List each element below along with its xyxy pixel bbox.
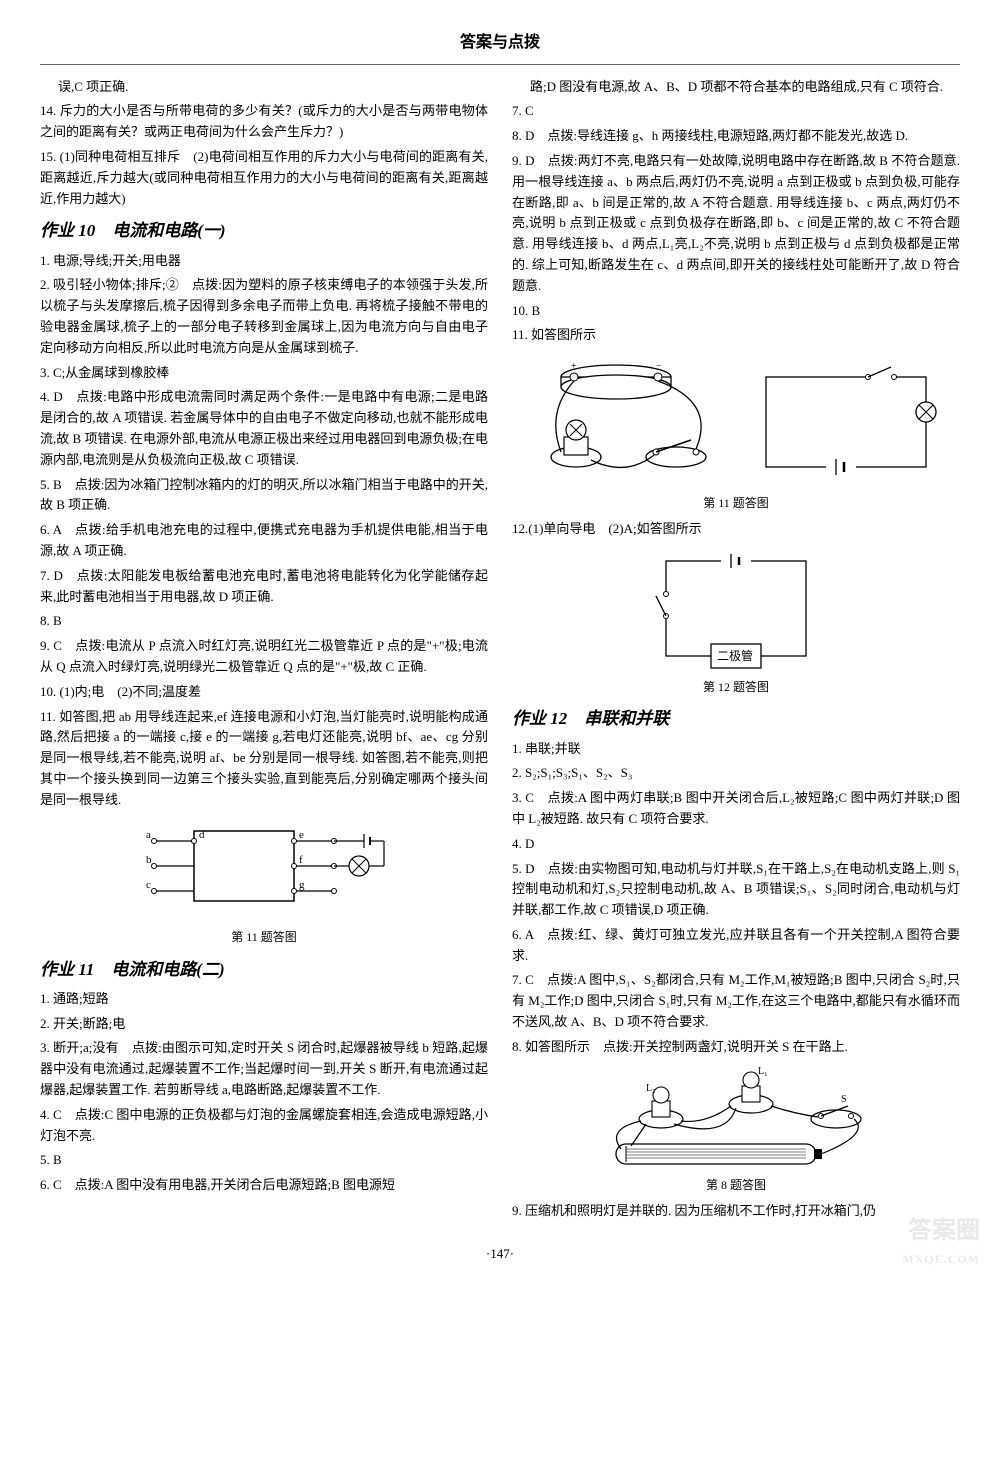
section-title-10: 作业 10 电流和电路(一) — [40, 217, 488, 244]
answer-item: 7. C — [512, 101, 960, 122]
answer-item: 1. 通路;短路 — [40, 989, 488, 1010]
answer-item: 8. D 点拨:导线连接 g、h 两接线柱,电源短路,两灯都不能发光,故选 D. — [512, 126, 960, 147]
watermark-line2: MXQE.COM — [902, 1250, 980, 1269]
label-a: a — [146, 829, 151, 841]
label-f: f — [299, 854, 303, 866]
answer-item: 6. A 点拨:给手机电池充电的过程中,便携式充电器为手机提供电能,相当于电源,… — [40, 520, 488, 562]
watermark-line1: 答案圈 — [902, 1212, 980, 1250]
svg-text:+: + — [571, 361, 577, 372]
answer-item: 11. 如答图,把 ab 用导线连起来,ef 连接电源和小灯泡,当灯能亮时,说明… — [40, 707, 488, 811]
answer-item: 4. D — [512, 834, 960, 855]
answer-item: 7. D 点拨:太阳能发电板给蓄电池充电时,蓄电池将电能转化为化学能储存起来,此… — [40, 566, 488, 608]
answer-item: 2. 开关;断路;电 — [40, 1014, 488, 1035]
answer-item: 3. C;从金属球到橡胶棒 — [40, 363, 488, 384]
svg-text:S: S — [841, 1094, 847, 1105]
label-e: e — [299, 829, 304, 841]
answer-item: 1. 电源;导线;开关;用电器 — [40, 251, 488, 272]
answer-item: 5. D 点拨:由实物图可知,电动机与灯并联,S₁在干路上,S₂在电动机支路上,… — [512, 859, 960, 921]
svg-text:L₁: L₁ — [758, 1066, 768, 1077]
answer-item: 10. (1)内;电 (2)不同;温度差 — [40, 682, 488, 703]
text-line: 误,C 项正确. — [40, 77, 488, 98]
answer-item: 1. 串联;并联 — [512, 739, 960, 760]
answer-item: 11. 如答图所示 — [512, 325, 960, 346]
section-title-12: 作业 12 串联和并联 — [512, 705, 960, 732]
answer-item: 5. B 点拨:因为冰箱门控制冰箱内的灯的明灭,所以冰箱门相当于电路中的开关,故… — [40, 475, 488, 517]
answer-item: 3. C 点拨:A 图中两灯串联;B 图中开关闭合后,L₂被短路;C 图中两灯并… — [512, 788, 960, 830]
text-line: 路;D 图没有电源,故 A、B、D 项都不符合基本的电路组成,只有 C 项符合. — [512, 77, 960, 98]
label-g: g — [299, 879, 305, 891]
answer-item: 9. 压缩机和照明灯是并联的. 因为压缩机不工作时,打开冰箱门,仍 — [512, 1201, 960, 1222]
svg-text:−: − — [656, 361, 662, 372]
watermark: 答案圈 MXQE.COM — [902, 1212, 980, 1270]
figure-8: L₁ L₂ S 第 8 题答图 — [512, 1064, 960, 1195]
text-line: 15. (1)同种电荷相互排斥 (2)电荷间相互作用的斥力大小与电荷间的距离有关… — [40, 147, 488, 209]
answer-item: 9. D 点拨:两灯不亮,电路只有一处故障,说明电路中存在断路,故 B 不符合题… — [512, 151, 960, 297]
answer-item: 8. B — [40, 611, 488, 632]
content-columns: 误,C 项正确. 14. 斥力的大小是否与所带电荷的多少有关？(或斥力的大小是否… — [40, 77, 960, 1226]
answer-item: 6. C 点拨:A 图中没有用电器,开关闭合后电源短路;B 图电源短 — [40, 1175, 488, 1196]
figure-12: 二极管 第 12 题答图 — [512, 546, 960, 697]
answer-item: 4. D 点拨:电路中形成电流需同时满足两个条件:一是电路中有电源;二是电路是闭… — [40, 387, 488, 470]
figure-11-left: a d b c e f g — [40, 816, 488, 947]
answer-item: 9. C 点拨:电流从 P 点流入时红灯亮,说明红光二极管靠近 P 点的是"+"… — [40, 636, 488, 678]
section-title-11: 作业 11 电流和电路(二) — [40, 956, 488, 983]
answer-item: 8. 如答图所示 点拨:开关控制两盏灯,说明开关 S 在干路上. — [512, 1037, 960, 1058]
answer-item: 12.(1)单向导电 (2)A;如答图所示 — [512, 519, 960, 540]
answer-item: 7. C 点拨:A 图中,S₁、S₂都闭合,只有 M₂工作,M₁被短路;B 图中… — [512, 970, 960, 1032]
answer-item: 5. B — [40, 1150, 488, 1171]
right-column: 路;D 图没有电源,故 A、B、D 项都不符合基本的电路组成,只有 C 项符合.… — [512, 77, 960, 1226]
answer-item: 4. C 点拨:C 图中电源的正负极都与灯泡的金属螺旋套相连,会造成电源短路,小… — [40, 1105, 488, 1147]
answer-item: 2. S₂;S₁;S₃;S₁、S₂、S₃ — [512, 763, 960, 784]
label-d: d — [199, 829, 205, 841]
figure-caption: 第 11 题答图 — [40, 928, 488, 947]
figure-caption: 第 8 题答图 — [512, 1176, 960, 1195]
label-b: b — [146, 854, 152, 866]
diode-label: 二极管 — [717, 648, 753, 663]
answer-item: 6. A 点拨:红、绿、黄灯可独立发光,应并联且各有一个开关控制,A 图符合要求… — [512, 925, 960, 967]
text-line: 14. 斥力的大小是否与所带电荷的多少有关？(或斥力的大小是否与两带电物体之间的… — [40, 101, 488, 143]
answer-item: 2. 吸引轻小物体;排斥;② 点拨:因为塑料的原子核束缚电子的本领强于头发,所以… — [40, 275, 488, 358]
svg-text:L₂: L₂ — [646, 1083, 656, 1094]
figure-11-right: + − — [512, 352, 960, 513]
answer-item: 3. 断开;a;没有 点拨:由图示可知,定时开关 S 闭合时,起爆器被导线 b … — [40, 1038, 488, 1100]
figure-caption: 第 11 题答图 — [512, 494, 960, 513]
figure-caption: 第 12 题答图 — [512, 678, 960, 697]
answer-item: 10. B — [512, 301, 960, 322]
left-column: 误,C 项正确. 14. 斥力的大小是否与所带电荷的多少有关？(或斥力的大小是否… — [40, 77, 488, 1226]
page-header: 答案与点拨 — [40, 30, 960, 65]
page-number: ·147· — [40, 1244, 960, 1265]
label-c: c — [146, 879, 151, 891]
